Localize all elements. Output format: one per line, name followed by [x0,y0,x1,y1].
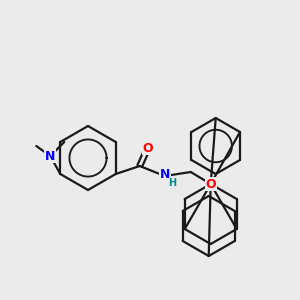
Text: O: O [142,142,153,154]
Text: H: H [168,178,176,188]
Text: N: N [45,149,56,163]
Text: O: O [206,178,216,190]
Text: N: N [160,169,170,182]
